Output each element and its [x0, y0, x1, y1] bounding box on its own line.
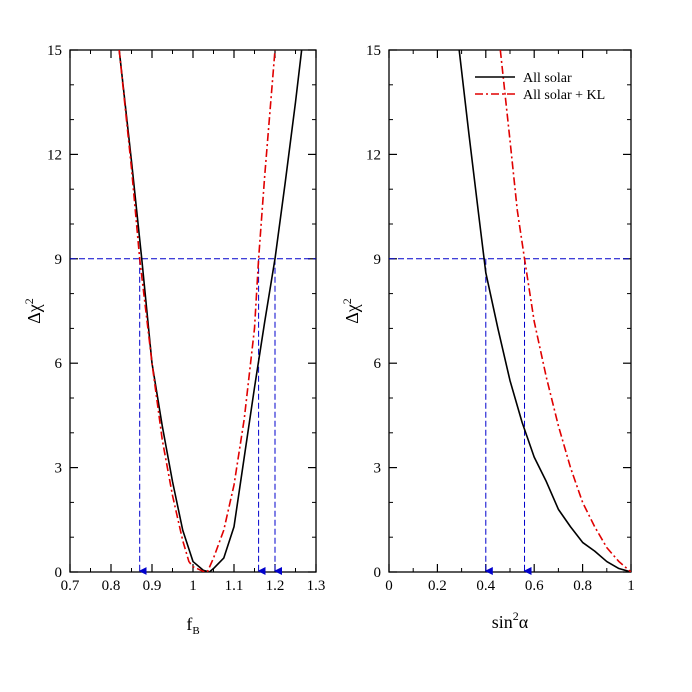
right-x-tick-label: 1 — [627, 578, 635, 594]
right-y-tick-label: 0 — [374, 565, 382, 581]
right-y-tick-label: 12 — [366, 147, 381, 163]
legend-label: All solar — [523, 71, 572, 86]
left-y-tick-label: 3 — [55, 461, 63, 477]
left-x-axis-title: fB — [186, 614, 199, 637]
right-x-axis-label: sin — [492, 612, 513, 632]
left-x-tick-label: 1.3 — [307, 578, 326, 594]
left-y-tick-label: 9 — [55, 252, 63, 268]
right-x-tick-label: 0.2 — [428, 578, 447, 594]
left-x-tick-label: 1 — [189, 578, 197, 594]
left-y-axis-label: Δχ — [24, 304, 44, 324]
left-plot-frame — [69, 49, 317, 573]
left-x-axis-label-sub: B — [192, 625, 199, 637]
right-y-tick-label: 15 — [366, 43, 381, 59]
right-y-axis-label: Δχ — [342, 304, 362, 324]
left-x-tick-label: 1.2 — [266, 578, 285, 594]
left-x-tick-label: 0.8 — [102, 578, 121, 594]
right-x-tick-label: 0.8 — [573, 578, 592, 594]
right-x-axis-label-sup: 2 — [513, 609, 519, 623]
left-y-tick-label: 12 — [47, 147, 62, 163]
right-y-axis-label-sup: 2 — [340, 298, 354, 304]
right-y-axis-title: Δχ2 — [340, 298, 362, 324]
legend-label: All solar + KL — [523, 88, 605, 103]
right-x-axis-title: sin2α — [492, 609, 529, 632]
left-y-tick-label: 0 — [55, 565, 63, 581]
right-y-tick-label: 6 — [374, 356, 382, 372]
right-series-all-solar-kl-line — [499, 50, 631, 572]
left-y-tick-label: 15 — [47, 43, 62, 59]
right-plot-frame — [388, 49, 632, 573]
right-legend: All solar All solar + KL — [475, 71, 605, 103]
left-y-axis-label-sup: 2 — [22, 298, 36, 304]
right-x-tick-label: 0.4 — [476, 578, 495, 594]
left-y-axis-title: Δχ2 — [22, 298, 44, 324]
right-series-all-solar-line — [458, 50, 631, 572]
right-x-tick-label: 0 — [385, 578, 393, 594]
left-y-tick-label: 6 — [55, 356, 63, 372]
left-x-tick-label: 0.9 — [143, 578, 162, 594]
left-x-tick-label: 0.7 — [61, 578, 80, 594]
left-x-axis-label: f — [186, 614, 192, 634]
left-x-tick-label: 1.1 — [225, 578, 244, 594]
svg-text:Δχ2: Δχ2 — [340, 298, 362, 324]
left-panel: Δχ2 fB 0.7 0.8 0.9 1 1.1 1.2 1.3 0 3 6 9 12 15 — [22, 43, 325, 637]
right-y-tick-label: 9 — [374, 252, 382, 268]
right-y-tick-label: 3 — [374, 461, 382, 477]
left-series-all-solar-kl-line — [118, 50, 276, 572]
right-x-tick-label: 0.6 — [525, 578, 544, 594]
svg-text:Δχ2: Δχ2 — [22, 298, 44, 324]
right-x-axis-label-tail: α — [519, 612, 529, 632]
